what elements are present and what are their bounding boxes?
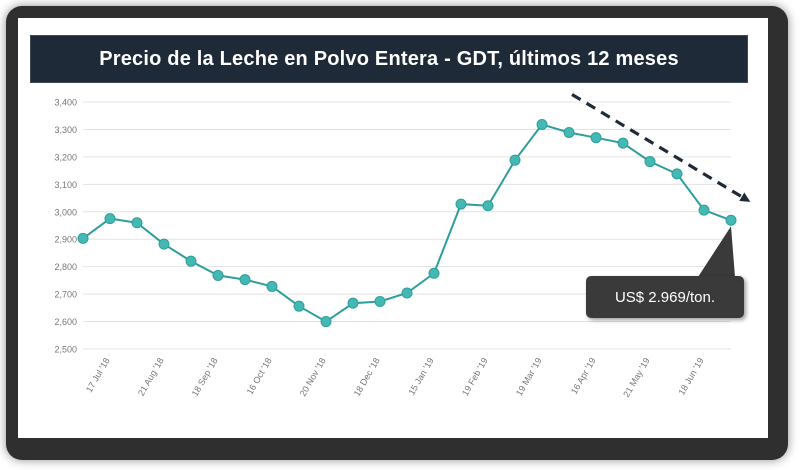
y-tick-label: 3,000 — [54, 207, 77, 217]
x-tick-label: 21 Aug '18 — [136, 356, 166, 398]
grid — [83, 101, 731, 350]
y-tick-label: 3,400 — [54, 98, 77, 108]
data-point — [158, 238, 170, 250]
callout-pointer — [698, 226, 735, 277]
data-point — [563, 126, 575, 138]
y-tick-label: 3,200 — [54, 152, 77, 162]
data-point — [293, 300, 305, 312]
x-tick-label: 16 Apr '19 — [569, 356, 598, 396]
x-tick-label: 15 Jan '19 — [406, 356, 435, 397]
data-point — [428, 267, 440, 279]
x-tick-label: 19 Mar '19 — [514, 356, 544, 398]
data-point — [320, 316, 332, 328]
data-point — [347, 297, 359, 309]
y-tick-label: 2,800 — [54, 262, 77, 272]
data-point — [590, 132, 602, 144]
data-point — [644, 156, 656, 168]
data-point — [77, 232, 89, 244]
data-point — [671, 168, 683, 180]
price-callout: US$ 2.969/ton. — [586, 276, 744, 318]
x-axis: 17 Jul '18 21 Aug '18 18 Sep '18 16 Oct '18… — [84, 356, 706, 399]
trend-arrow — [571, 93, 751, 202]
data-point — [482, 200, 494, 212]
y-tick-label: 2,600 — [54, 317, 77, 327]
data-point — [374, 296, 386, 308]
data-point — [212, 269, 224, 281]
data-point — [104, 213, 116, 225]
x-tick-label: 17 Jul '18 — [84, 356, 112, 394]
y-tick-label: 2,700 — [54, 290, 77, 300]
x-tick-label: 19 Feb '19 — [460, 356, 490, 398]
data-point — [131, 217, 143, 229]
data-point — [401, 287, 413, 299]
x-tick-label: 20 Nov '18 — [298, 356, 328, 398]
x-tick-label: 16 Oct '18 — [245, 356, 274, 396]
data-point — [185, 255, 197, 267]
y-tick-label: 3,300 — [54, 125, 77, 135]
y-axis: 2,500 2,600 2,700 2,800 2,900 3,000 3,100 3,200… — [54, 98, 77, 355]
y-tick-label: 3,100 — [54, 180, 77, 190]
data-point — [725, 214, 737, 226]
data-point — [617, 137, 629, 149]
x-tick-label: 18 Sep '18 — [190, 356, 220, 398]
chart-title: Precio de la Leche en Polvo Entera - GDT… — [30, 35, 748, 83]
data-point — [509, 154, 521, 166]
data-point — [266, 280, 278, 292]
x-tick-label: 21 May '19 — [621, 356, 652, 399]
y-tick-label: 2,900 — [54, 235, 77, 245]
data-point — [239, 274, 251, 286]
data-point — [698, 204, 710, 216]
data-point — [455, 198, 467, 210]
y-tick-label: 2,500 — [54, 345, 77, 355]
x-tick-label: 18 Jun '19 — [676, 356, 705, 397]
x-tick-label: 18 Dec '18 — [352, 356, 382, 398]
data-point — [536, 119, 548, 131]
series-markers — [77, 119, 737, 328]
